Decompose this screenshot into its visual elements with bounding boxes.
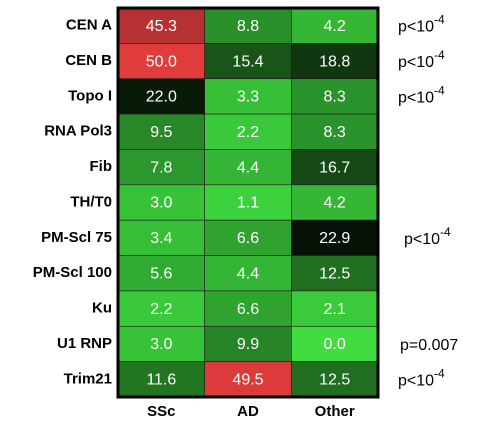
heatmap-cell bbox=[204, 184, 292, 221]
cell-value: 5.6 bbox=[150, 265, 172, 282]
heatmap-cell bbox=[117, 43, 205, 80]
row-label: CEN B bbox=[65, 52, 112, 69]
row-label: Ku bbox=[92, 300, 112, 317]
p-value-base: p<10 bbox=[398, 90, 434, 107]
cell-value: 9.9 bbox=[237, 336, 259, 353]
cell-value: 4.2 bbox=[324, 195, 346, 212]
heatmap-cell bbox=[204, 255, 292, 292]
cell-value: 15.4 bbox=[232, 53, 263, 70]
cell-value: 3.3 bbox=[237, 89, 259, 106]
heatmap-cell bbox=[291, 219, 379, 256]
row-label: Trim21 bbox=[64, 370, 112, 387]
cell-value: 50.0 bbox=[146, 53, 177, 70]
col-label: AD bbox=[237, 403, 259, 420]
cell-value: 3.0 bbox=[150, 336, 172, 353]
p-value-base: p<10 bbox=[398, 19, 434, 36]
cell-value: 22.0 bbox=[146, 89, 177, 106]
row-label: PM-Scl 100 bbox=[33, 264, 112, 281]
p-value: p<10-4 bbox=[404, 225, 451, 248]
heatmap-cell bbox=[291, 43, 379, 80]
heatmap-cell bbox=[204, 78, 292, 115]
col-label: SSc bbox=[147, 403, 175, 420]
heatmap-cell bbox=[204, 219, 292, 256]
cell-value: 2.2 bbox=[150, 301, 172, 318]
heatmap-cell bbox=[291, 113, 379, 150]
p-value-base: p<10 bbox=[398, 54, 434, 71]
p-value: p<10-4 bbox=[398, 366, 445, 389]
heatmap-cell bbox=[117, 219, 205, 256]
cell-value: 2.2 bbox=[237, 124, 259, 141]
p-value-exponent: -4 bbox=[434, 13, 445, 27]
cell-value: 49.5 bbox=[232, 372, 263, 389]
cell-value: 8.3 bbox=[324, 124, 346, 141]
row-label: CEN A bbox=[66, 17, 112, 34]
cell-value: 45.3 bbox=[146, 18, 177, 35]
cell-value: 12.5 bbox=[319, 265, 350, 282]
cell-value: 6.6 bbox=[237, 230, 259, 247]
cell-value: 9.5 bbox=[150, 124, 172, 141]
row-label: Topo I bbox=[68, 87, 112, 104]
p-value-exponent: -4 bbox=[440, 225, 451, 239]
heatmap-cell bbox=[204, 325, 292, 362]
heatmap-cell bbox=[291, 184, 379, 221]
heatmap-cell bbox=[117, 113, 205, 150]
p-value-base: p=0.007 bbox=[400, 337, 458, 354]
cell-value: 0.0 bbox=[324, 336, 346, 353]
cell-value: 22.9 bbox=[319, 230, 350, 247]
heatmap-cell bbox=[204, 43, 292, 80]
p-value-exponent: -4 bbox=[434, 48, 445, 62]
p-value-exponent: -4 bbox=[434, 84, 445, 98]
heatmap-cell bbox=[117, 361, 205, 398]
row-label: PM-Scl 75 bbox=[41, 229, 112, 246]
cell-value: 2.1 bbox=[324, 301, 346, 318]
heatmap-cell bbox=[117, 7, 205, 44]
p-value: p=0.007 bbox=[400, 337, 458, 354]
row-label: RNA Pol3 bbox=[44, 123, 112, 140]
cell-value: 3.0 bbox=[150, 195, 172, 212]
cell-value: 7.8 bbox=[150, 159, 172, 176]
cell-value: 4.4 bbox=[237, 159, 259, 176]
heatmap-cell bbox=[204, 149, 292, 186]
row-label: TH/T0 bbox=[70, 193, 112, 210]
heatmap-cell bbox=[117, 255, 205, 292]
cell-value: 12.5 bbox=[319, 372, 350, 389]
cell-value: 3.4 bbox=[150, 230, 172, 247]
heatmap-cell bbox=[117, 290, 205, 327]
row-label: U1 RNP bbox=[57, 335, 112, 352]
cell-value: 8.3 bbox=[324, 89, 346, 106]
cell-value: 4.4 bbox=[237, 265, 259, 282]
p-value: p<10-4 bbox=[398, 48, 445, 71]
p-value-base: p<10 bbox=[404, 231, 440, 248]
p-value: p<10-4 bbox=[398, 13, 445, 36]
cell-value: 6.6 bbox=[237, 301, 259, 318]
row-label: Fib bbox=[90, 158, 113, 175]
cell-value: 8.8 bbox=[237, 18, 259, 35]
cell-value: 16.7 bbox=[319, 159, 350, 176]
p-value: p<10-4 bbox=[398, 84, 445, 107]
p-value-exponent: -4 bbox=[434, 366, 445, 380]
cell-value: 11.6 bbox=[146, 372, 176, 389]
heatmap-cell bbox=[117, 149, 205, 186]
heatmap-cell bbox=[291, 290, 379, 327]
heatmap-cell bbox=[204, 7, 292, 44]
heatmap-cell bbox=[117, 325, 205, 362]
cell-value: 1.1 bbox=[237, 195, 259, 212]
heatmap-border bbox=[116, 6, 380, 399]
cell-value: 4.2 bbox=[324, 18, 346, 35]
col-label: Other bbox=[315, 403, 355, 420]
cell-value: 18.8 bbox=[319, 53, 350, 70]
p-value-base: p<10 bbox=[398, 373, 434, 390]
